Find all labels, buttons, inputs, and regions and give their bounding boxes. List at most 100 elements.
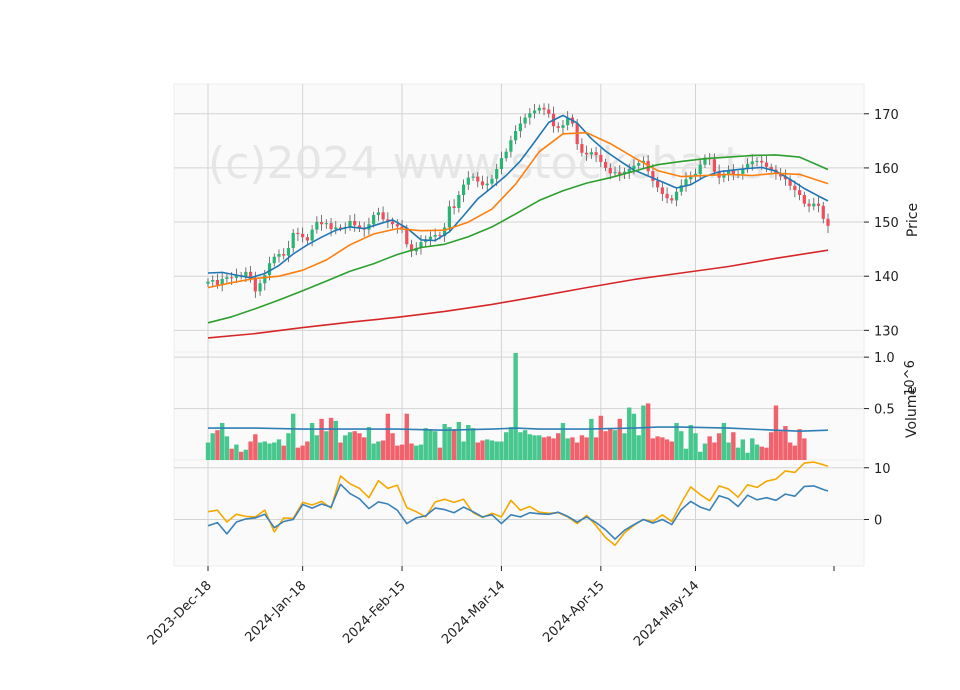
candle-body bbox=[679, 185, 683, 192]
volume-bar bbox=[541, 437, 547, 460]
candle-body bbox=[471, 176, 475, 178]
candle-body bbox=[476, 176, 480, 182]
volume-bar bbox=[617, 418, 622, 460]
candle-body bbox=[348, 220, 352, 227]
candle-body bbox=[798, 190, 802, 195]
candle-body bbox=[599, 154, 603, 162]
volume-bar bbox=[328, 417, 334, 460]
volume-bar bbox=[745, 452, 750, 460]
volume-bar bbox=[797, 429, 802, 460]
candle-body bbox=[433, 235, 437, 237]
volume-bar bbox=[584, 437, 589, 460]
volume-bar bbox=[229, 448, 234, 460]
volume-bar bbox=[560, 422, 566, 460]
candle-body bbox=[750, 161, 754, 165]
volume-bar bbox=[726, 442, 731, 460]
candle-body bbox=[807, 203, 811, 207]
volume-bar bbox=[343, 435, 348, 460]
candle-body bbox=[381, 212, 385, 220]
volume-bar bbox=[399, 444, 405, 460]
volume-bar bbox=[527, 434, 533, 460]
candle-body bbox=[329, 223, 333, 230]
volume-bar bbox=[447, 427, 452, 460]
volume-bar bbox=[224, 436, 230, 460]
candle-body bbox=[537, 107, 541, 111]
volume-bar bbox=[395, 445, 400, 460]
candle-body bbox=[215, 279, 220, 285]
volume-bar bbox=[205, 442, 211, 460]
candle-body bbox=[291, 232, 295, 249]
candle-body bbox=[495, 169, 499, 179]
candle-body bbox=[812, 203, 816, 207]
candle-body bbox=[684, 179, 688, 186]
volume-bar bbox=[593, 437, 599, 460]
volume-bar bbox=[432, 431, 438, 460]
volume-panel bbox=[205, 353, 829, 460]
volume-bar bbox=[551, 438, 556, 460]
volume-bar bbox=[598, 415, 604, 460]
candle-body bbox=[461, 184, 466, 195]
volume-bar bbox=[385, 413, 391, 460]
volume-bar bbox=[210, 433, 215, 460]
candle-body bbox=[253, 278, 257, 292]
volume-bar bbox=[475, 442, 480, 460]
volume-bar bbox=[390, 433, 395, 460]
volume-bar bbox=[286, 433, 291, 460]
volume-average-line bbox=[208, 426, 829, 432]
candle-body bbox=[405, 228, 409, 245]
candle-body bbox=[248, 271, 253, 279]
volume-bar bbox=[485, 439, 490, 460]
candle-body bbox=[561, 125, 565, 128]
volume-bar bbox=[731, 432, 736, 460]
volume-bar bbox=[674, 422, 679, 460]
volume-bar bbox=[324, 431, 329, 460]
volume-bar bbox=[645, 403, 651, 460]
volume-bar bbox=[802, 438, 807, 460]
volume-bar bbox=[754, 444, 760, 460]
candle-body bbox=[826, 218, 830, 226]
candle-body bbox=[272, 256, 276, 264]
volume-bar bbox=[721, 422, 727, 460]
volume-bar bbox=[437, 447, 443, 460]
volume-bar bbox=[267, 443, 272, 460]
volume-bar bbox=[508, 427, 514, 460]
candle-body bbox=[788, 179, 792, 186]
candle-body bbox=[419, 242, 423, 249]
candle-body bbox=[310, 229, 314, 241]
candle-body bbox=[267, 263, 272, 276]
volume-bar bbox=[574, 442, 580, 460]
volume-bar bbox=[451, 429, 457, 460]
candle-body bbox=[764, 162, 769, 167]
x-tick-label: 2024-May-14 bbox=[631, 578, 702, 649]
candle-body bbox=[319, 222, 324, 225]
volume-bar bbox=[290, 413, 296, 460]
volume-bar bbox=[693, 433, 698, 460]
price-panel bbox=[206, 103, 830, 339]
candle-body bbox=[395, 224, 399, 227]
volume-bar bbox=[248, 441, 253, 460]
volume-bar bbox=[759, 446, 764, 460]
candle-body bbox=[357, 225, 362, 228]
candle-body bbox=[816, 203, 821, 206]
candle-body bbox=[286, 248, 291, 256]
volume-bar bbox=[494, 441, 499, 460]
volume-bar bbox=[461, 441, 466, 460]
volume-bar bbox=[371, 443, 376, 460]
candle-body bbox=[490, 178, 494, 184]
volume-bar bbox=[281, 445, 286, 460]
volume-scale-label: 10^6 bbox=[903, 360, 918, 396]
volume-bar bbox=[655, 436, 660, 460]
oscillator-ytick-label: 0 bbox=[874, 513, 882, 528]
volume-bar bbox=[735, 447, 741, 460]
candle-body bbox=[372, 215, 376, 225]
candle-body bbox=[315, 222, 319, 230]
volume-bar bbox=[366, 427, 372, 460]
candle-body bbox=[514, 131, 518, 141]
oscillator-ytick-label: 10 bbox=[874, 462, 891, 477]
volume-bar bbox=[314, 435, 320, 460]
volume-bar bbox=[565, 438, 570, 460]
volume-bar bbox=[414, 445, 419, 460]
volume-bar bbox=[698, 451, 703, 460]
volume-bar bbox=[380, 440, 386, 460]
